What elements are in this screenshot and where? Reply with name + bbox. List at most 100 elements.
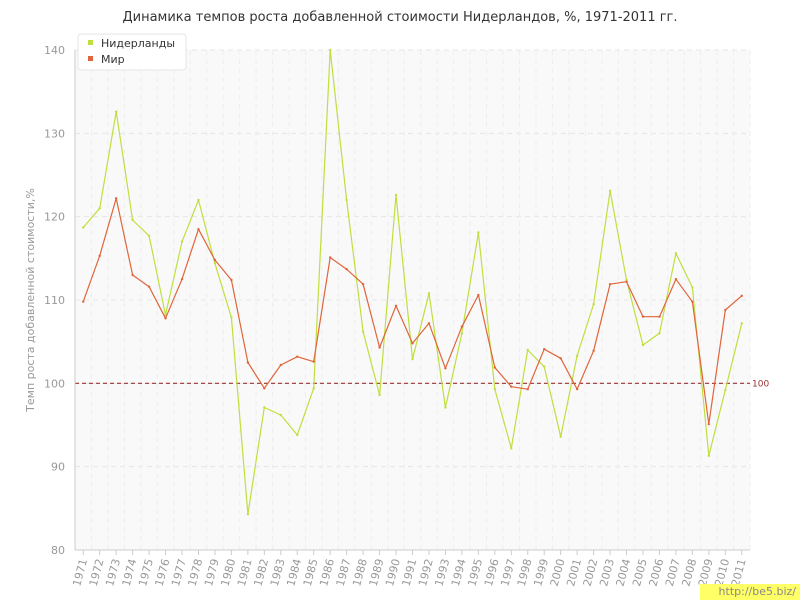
data-point-world [592,349,595,353]
legend: Нидерланды Мир [77,33,187,71]
data-point-world [82,300,85,303]
y-tick-label: 130 [44,127,65,140]
data-point-world [724,308,727,312]
reference-line-group: 100 [75,379,769,389]
data-point-world [674,277,678,281]
data-point-netherlands [394,193,398,197]
series-lines [82,48,743,516]
reference-line-label: 100 [752,379,769,389]
data-point-world [575,387,579,391]
data-point-netherlands [559,435,562,438]
y-tick-label: 120 [44,211,65,224]
data-point-netherlands [674,252,678,255]
data-point-world [707,422,711,426]
data-point-world [180,277,184,281]
data-point-world [526,387,529,391]
data-point-world [510,385,513,388]
data-point-netherlands [312,387,315,390]
y-tick-label: 140 [44,44,65,57]
y-tick-label: 100 [44,377,65,390]
data-point-world [625,280,628,283]
data-point-world [477,293,480,297]
y-axis: 80 90 100 110 120 130 140 [44,44,76,557]
data-point-world [164,317,167,320]
data-point-world [279,363,282,367]
data-point-world [213,258,217,262]
data-point-world [345,267,348,271]
data-point-world [460,325,464,328]
data-point-netherlands [361,330,365,333]
data-point-netherlands [724,388,727,392]
data-point-world [114,197,118,200]
data-point-netherlands [147,234,151,238]
y-axis-title: Темп роста добавленной стоимости,% [24,188,37,413]
data-point-world [543,347,546,351]
data-point-netherlands [131,218,134,222]
data-point-netherlands [296,433,299,437]
data-point-world [246,361,250,364]
data-point-netherlands [592,302,595,306]
data-point-netherlands [477,231,480,234]
data-point-netherlands [460,332,464,335]
y-tick-label: 80 [51,544,65,557]
data-point-world [559,357,562,360]
data-point-world [427,322,431,325]
data-point-netherlands [378,393,381,397]
legend-box [77,33,187,71]
data-point-world [197,227,200,231]
legend-label-world: Мир [101,53,125,66]
data-point-world [296,355,299,358]
data-point-world [131,273,134,277]
y-tick-label: 90 [51,461,65,474]
data-point-world [147,285,151,288]
data-point-netherlands [180,240,184,243]
chart-title: Динамика темпов роста добавленной стоимо… [122,10,678,25]
data-point-netherlands [263,406,266,409]
data-point-netherlands [427,292,431,295]
data-point-world [394,304,398,308]
data-point-world [740,294,743,298]
data-point-netherlands [691,286,694,289]
data-point-netherlands [279,413,282,417]
data-point-world [230,278,233,282]
legend-swatch-world [88,56,93,61]
watermark: http://be5.biz/ [700,584,800,600]
data-point-netherlands [230,316,233,319]
data-point-netherlands [641,343,645,347]
data-point-netherlands [328,48,332,52]
data-point-netherlands [625,278,628,282]
data-point-netherlands [575,354,579,358]
x-axis: 1971197219731974197519761977197819791980… [70,549,750,588]
data-point-netherlands [411,357,414,361]
data-point-netherlands [707,454,711,458]
data-point-world [361,282,365,286]
data-point-netherlands [444,406,447,409]
data-point-netherlands [526,348,529,352]
data-point-world [493,366,497,369]
data-point-netherlands [345,198,348,202]
data-point-netherlands [82,226,85,229]
data-point-netherlands [493,387,497,391]
data-point-netherlands [197,198,200,202]
data-point-netherlands [543,365,546,368]
data-point-world [608,282,612,286]
legend-swatch-netherlands [88,40,93,45]
data-point-world [444,367,447,370]
data-point-world [378,346,381,349]
y-tick-label: 110 [44,294,65,307]
data-point-world [658,315,661,318]
data-point-world [641,315,645,318]
data-point-netherlands [114,110,118,113]
data-point-netherlands [608,189,612,193]
data-point-netherlands [740,322,743,325]
data-point-world [411,342,414,345]
data-point-netherlands [510,447,513,450]
data-point-netherlands [658,332,661,335]
data-point-netherlands [213,262,217,265]
data-point-world [691,300,694,303]
data-point-world [312,360,315,363]
data-point-world [263,387,266,390]
data-point-world [98,254,101,258]
data-point-netherlands [98,207,101,210]
